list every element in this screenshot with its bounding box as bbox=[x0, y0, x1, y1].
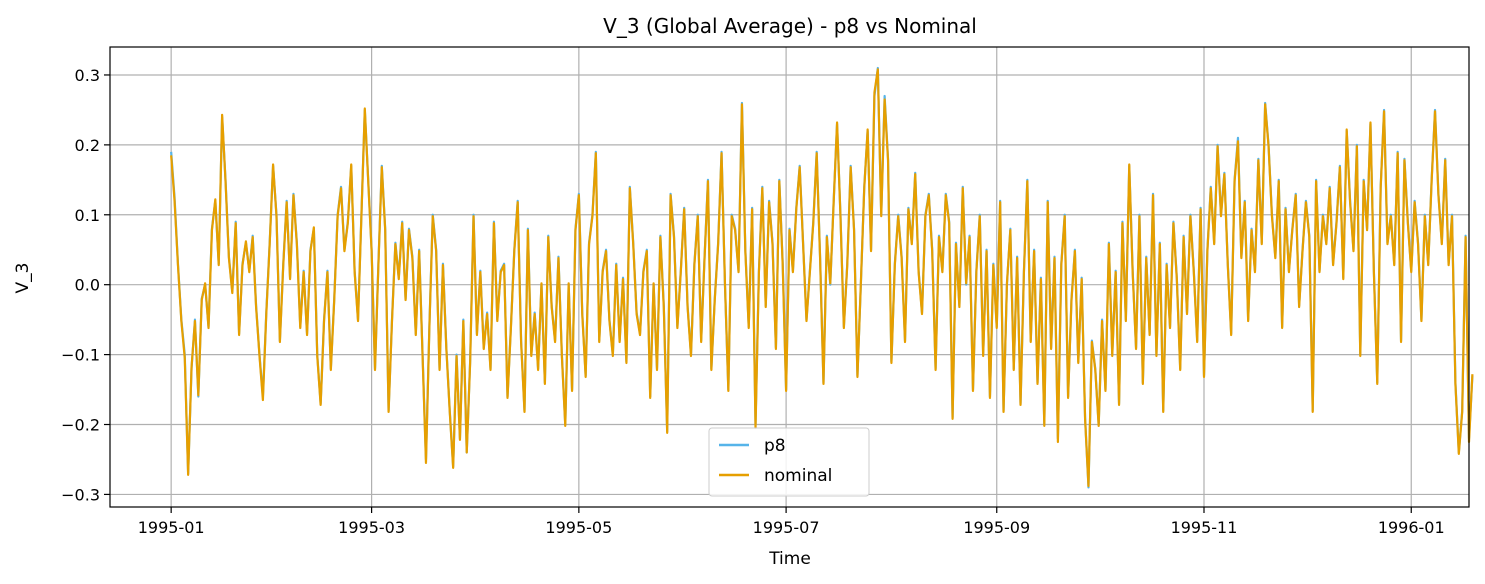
series-layer bbox=[170, 66, 1474, 489]
x-tick-label: 1995-11 bbox=[1171, 518, 1238, 537]
x-tick-label: 1996-01 bbox=[1378, 518, 1445, 537]
x-tick-label: 1995-07 bbox=[753, 518, 820, 537]
chart-title: V_3 (Global Average) - p8 vs Nominal bbox=[603, 14, 977, 38]
legend: p8 nominal bbox=[708, 427, 870, 497]
y-axis-title: V_3 bbox=[13, 263, 33, 294]
x-axis-title: Time bbox=[768, 549, 811, 569]
legend-label-p8: p8 bbox=[764, 436, 786, 456]
y-tick-label: 0.3 bbox=[75, 66, 100, 85]
y-tick-label: 0.1 bbox=[75, 206, 100, 225]
grid bbox=[110, 47, 1469, 507]
legend-label-nominal: nominal bbox=[764, 466, 832, 486]
y-tick-label: 0.2 bbox=[75, 136, 100, 155]
x-tick-label: 1995-01 bbox=[138, 518, 205, 537]
plot-frame bbox=[109, 46, 1470, 508]
y-tick-label: 0.0 bbox=[75, 276, 100, 295]
y-axis: −0.3 −0.2 −0.1 0.0 0.1 0.2 0.3 bbox=[61, 66, 110, 504]
series-line-nominal bbox=[170, 68, 1474, 488]
x-tick-label: 1995-09 bbox=[963, 518, 1030, 537]
x-axis: 1995-01 1995-03 1995-05 1995-07 1995-09 1995-… bbox=[138, 507, 1445, 537]
y-tick-label: −0.2 bbox=[61, 416, 100, 435]
x-tick-label: 1995-05 bbox=[545, 518, 612, 537]
y-tick-label: −0.3 bbox=[61, 485, 100, 504]
y-tick-label: −0.1 bbox=[61, 346, 100, 365]
x-tick-label: 1995-03 bbox=[338, 518, 405, 537]
